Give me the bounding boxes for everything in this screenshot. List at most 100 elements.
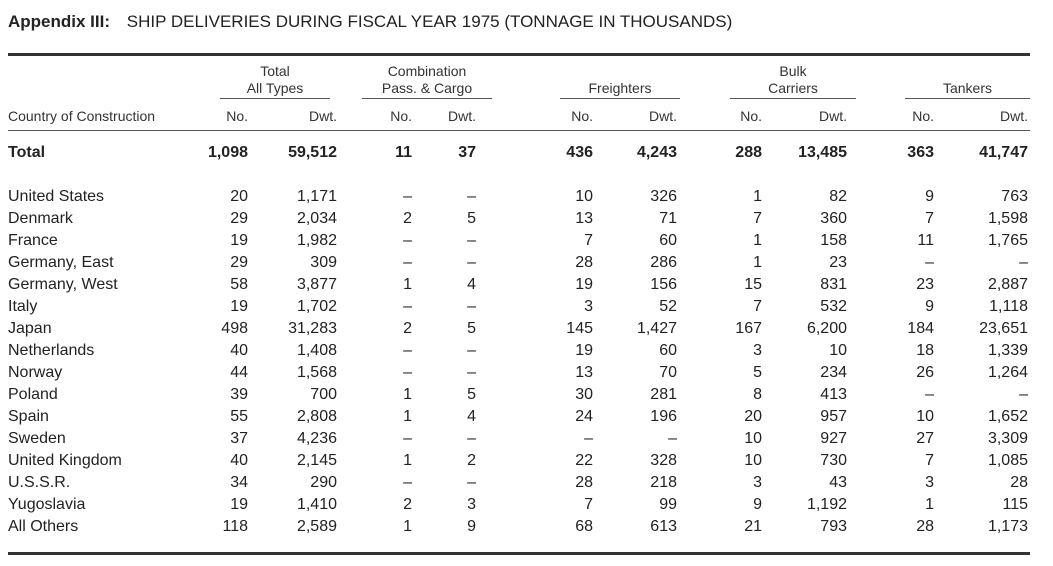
group-header-tankers: Tankers [905,63,1030,99]
cell-tankers-no: 11 [917,232,934,249]
cell-tankers-no: 3 [925,474,934,491]
cell-freighters-no: 28 [575,254,593,271]
cell-combination-no: – [403,188,412,205]
cell-combination-no: 2 [403,320,412,337]
cell-bulk-no: 1 [753,232,762,249]
cell-freighters-no: 24 [575,408,593,425]
cell-bulk-dwt: 43 [829,474,847,491]
row-country-name: United Kingdom [8,452,122,469]
cell-freighters-no: 30 [575,386,593,403]
total-tankers-no: 363 [907,144,934,161]
cell-combination-no: – [403,342,412,359]
table-row: Spain 55 2,808 1 4 24 196 20 957 10 1,652 [0,408,1053,430]
group-header-line2: All Types [246,80,304,96]
cell-freighters-dwt: 328 [650,452,677,469]
cell-combination-no: 1 [403,452,412,469]
cell-tankers-dwt: 3,309 [987,430,1028,447]
column-header-no: No. [912,108,934,124]
total-freighters-dwt: 4,243 [636,144,677,161]
cell-combination-no: – [403,254,412,271]
cell-tankers-no: 9 [925,188,934,205]
cell-freighters-dwt: 1,427 [636,320,677,337]
total-combination-dwt: 37 [458,144,476,161]
bottom-rule [8,552,1030,555]
row-country-name: Germany, West [8,276,118,293]
cell-all-dwt: 2,145 [296,452,337,469]
table-row: Denmark 29 2,034 2 5 13 71 7 360 7 1,598 [0,210,1053,232]
cell-combination-dwt: – [467,232,476,249]
cell-freighters-no: 19 [575,342,593,359]
cell-tankers-no: 27 [916,430,934,447]
cell-freighters-dwt: 326 [650,188,677,205]
row-country-name: Total [8,144,46,161]
group-header-combination: Combination Pass. & Cargo [362,63,492,99]
cell-bulk-no: 167 [735,320,762,337]
cell-bulk-no: 10 [744,452,762,469]
cell-all-no: 19 [230,298,248,315]
cell-combination-no: 2 [403,210,412,227]
cell-all-dwt: 1,410 [296,496,337,513]
cell-all-dwt: 700 [310,386,337,403]
cell-combination-no: – [403,298,412,315]
table-row: Japan 498 31,283 2 5 145 1,427 167 6,200 184 23,65… [0,320,1053,342]
cell-all-dwt: 2,589 [296,518,337,535]
table-row: Germany, West 58 3,877 1 4 19 156 15 831 23 2,887 [0,276,1053,298]
row-country-name: Netherlands [8,342,95,359]
row-country-name: Spain [8,408,49,425]
cell-freighters-dwt: 52 [659,298,677,315]
table-row: Germany, East 29 309 – – 28 286 1 23 – – [0,254,1053,276]
cell-all-dwt: 1,702 [296,298,337,315]
group-header-line1 [905,63,1030,80]
cell-all-no: 40 [230,342,248,359]
table-row: Netherlands 40 1,408 – – 19 60 3 10 18 1,339 [0,342,1053,364]
total-bulk-no: 288 [735,144,762,161]
cell-bulk-no: 5 [753,364,762,381]
cell-all-dwt: 1,568 [296,364,337,381]
cell-tankers-no: 18 [916,342,934,359]
cell-tankers-no: 26 [916,364,934,381]
cell-all-no: 58 [230,276,248,293]
cell-freighters-no: 22 [575,452,593,469]
cell-tankers-dwt: 1,264 [987,364,1028,381]
cell-combination-dwt: – [467,254,476,271]
cell-all-dwt: 2,034 [296,210,337,227]
header-rule [8,130,1030,131]
cell-bulk-dwt: 360 [820,210,847,227]
cell-tankers-dwt: 1,118 [989,298,1028,315]
cell-freighters-dwt: 613 [650,518,677,535]
cell-tankers-no: 23 [916,276,934,293]
table-row: All Others 118 2,589 1 9 68 613 21 793 28 1,173 [0,518,1053,540]
total-freighters-no: 436 [566,144,593,161]
row-country-name: Denmark [8,210,73,227]
group-header-line1: Bulk [779,63,807,79]
cell-all-no: 40 [230,452,248,469]
cell-combination-dwt: – [467,298,476,315]
cell-combination-no: – [403,474,412,491]
cell-tankers-dwt: 1,339 [987,342,1028,359]
cell-combination-no: 1 [403,386,412,403]
cell-freighters-dwt: 60 [659,342,677,359]
cell-all-dwt: 309 [310,254,337,271]
cell-combination-dwt: 4 [467,276,476,293]
cell-combination-no: – [403,232,412,249]
cell-bulk-dwt: 831 [820,276,847,293]
table-row: Norway 44 1,568 – – 13 70 5 234 26 1,264 [0,364,1053,386]
title-lead: Appendix III: [8,12,110,31]
group-header-line1 [560,63,680,80]
cell-bulk-no: 3 [753,474,762,491]
table-row: France 19 1,982 – – 7 60 1 158 11 1,765 [0,232,1053,254]
table-row: U.S.S.R. 34 290 – – 28 218 3 43 3 28 [0,474,1053,496]
cell-combination-dwt: – [467,342,476,359]
row-country-name: Sweden [8,430,66,447]
cell-combination-no: 1 [403,408,412,425]
cell-bulk-dwt: 6,200 [806,320,847,337]
cell-bulk-dwt: 158 [820,232,847,249]
cell-combination-no: 1 [403,518,412,535]
group-header-freighters: Freighters [560,63,680,99]
cell-bulk-no: 21 [744,518,762,535]
cell-freighters-no: 13 [575,364,593,381]
cell-tankers-dwt: – [1019,254,1028,271]
cell-all-no: 29 [230,210,248,227]
cell-freighters-no: 28 [575,474,593,491]
cell-combination-no: 1 [403,276,412,293]
